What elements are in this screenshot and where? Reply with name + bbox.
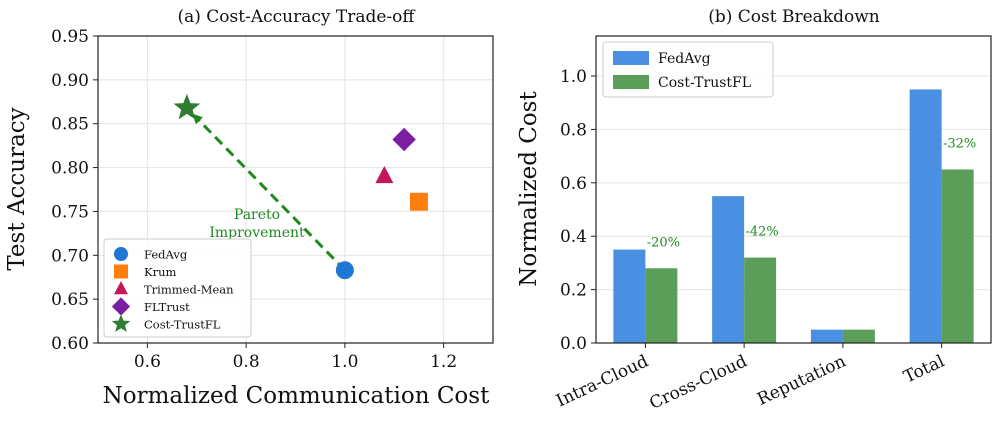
panel-a-y-tick-label: 0.65 [51, 290, 89, 310]
bar-fedavg-reputation [810, 329, 843, 343]
panel-b-bar-labels: -20% -42% -32% [647, 136, 977, 250]
point-cost-trustfl [173, 93, 201, 120]
bar-fedavg-intra-cloud [613, 249, 646, 343]
legend-swatch-fedavg [613, 51, 649, 65]
panel-b-y-tick-label: 0.6 [560, 174, 587, 194]
point-krum [409, 192, 428, 211]
panel-a-x-tick-label: 0.6 [134, 352, 161, 372]
legend-marker-fltrust [111, 297, 131, 316]
legend-marker-trimmed-mean [114, 280, 128, 295]
panel-a-title: (a) Cost-Accuracy Trade-off [177, 7, 416, 27]
panel-b-y-tick-label: 0.4 [560, 227, 587, 247]
panel-b: (b) Cost Breakdown 0.0 0.2 0.4 0.6 0.8 1.0 -2… [516, 7, 992, 414]
panel-b-legend: FedAvg Cost-TrustFL [602, 41, 774, 98]
panel-b-y-tick-label: 0.8 [560, 120, 587, 140]
legend-marker-cost-trustfl [111, 314, 131, 332]
panel-b-y-label: Normalized Cost [516, 91, 542, 287]
legend-label-fltrust: FLTrust [144, 300, 190, 314]
bar-cost-trustfl-total [941, 169, 974, 343]
panel-b-y-tick-label: 0.2 [560, 281, 587, 301]
panel-a-legend: FedAvg Krum Trimmed-Mean FLTrust Cost-TrustF… [103, 238, 252, 338]
legend-label-cost-trustfl: Cost-TrustFL [144, 318, 221, 332]
pareto-annotation-line-1: Pareto [234, 207, 280, 223]
point-fltrust [392, 127, 416, 152]
legend-swatch-cost-trustfl [613, 75, 649, 89]
panel-b-x-tick-label: Intra-Cloud [553, 351, 651, 411]
bar-reduction-label: -42% [745, 225, 778, 240]
legend-label-fedavg: FedAvg [658, 51, 711, 67]
bar-cost-trustfl-reputation [842, 329, 875, 343]
panel-a-y-tick-label: 0.85 [51, 115, 89, 135]
bar-reduction-label: -20% [647, 235, 680, 250]
panel-a-x-tick-label: 1.0 [331, 352, 358, 372]
panel-b-y-ticks: 0.0 0.2 0.4 0.6 0.8 1.0 [560, 67, 596, 354]
panel-a-x-tick-label: 0.8 [233, 352, 260, 372]
panel-a-x-label: Normalized Communication Cost [103, 383, 490, 409]
legend-label-krum: Krum [144, 265, 176, 279]
bar-cost-trustfl-cross-cloud [744, 257, 777, 343]
legend-marker-fedavg [114, 247, 128, 261]
panel-a-x-ticks: 0.6 0.8 1.0 1.2 [134, 343, 457, 372]
panel-a: (a) Cost-Accuracy Trade-off 0.60 0.65 0.70… [4, 7, 494, 409]
panel-a-y-tick-label: 0.95 [51, 27, 89, 47]
panel-b-x-tick-label: Total [901, 351, 948, 387]
panel-a-y-tick-label: 0.70 [51, 246, 89, 266]
panel-b-bars [613, 89, 974, 344]
point-trimmed-mean [375, 165, 394, 184]
bar-fedavg-total [909, 89, 942, 344]
point-fedavg [335, 261, 354, 280]
pareto-arrow [192, 113, 346, 272]
panel-a-y-label: Test Accuracy [4, 107, 30, 270]
panel-a-frame [97, 35, 494, 344]
bar-reduction-label: -32% [943, 136, 976, 151]
legend-label-cost-trustfl: Cost-TrustFL [658, 75, 751, 91]
panel-b-frame [595, 35, 992, 344]
panel-b-title: (b) Cost Breakdown [708, 7, 880, 27]
panel-a-x-tick-label: 1.2 [430, 352, 457, 372]
bar-cost-trustfl-intra-cloud [645, 268, 678, 343]
panel-a-points [173, 93, 428, 280]
legend-marker-krum [114, 264, 128, 279]
panel-a-y-tick-label: 0.90 [51, 71, 89, 91]
pareto-arrow-line [192, 113, 346, 272]
panel-a-y-tick-label: 0.60 [51, 334, 89, 354]
pareto-annotation-line-2: Improvement [209, 225, 305, 241]
panel-b-y-tick-label: 1.0 [560, 67, 587, 87]
legend-label-trimmed-mean: Trimmed-Mean [144, 283, 234, 297]
panel-a-y-tick-label: 0.75 [51, 202, 89, 222]
legend-label-fedavg: FedAvg [144, 248, 188, 262]
panel-a-y-tick-label: 0.80 [51, 159, 89, 179]
panel-a-legend-box [103, 238, 252, 338]
panel-b-y-tick-label: 0.0 [560, 334, 587, 354]
panel-a-y-ticks: 0.60 0.65 0.70 0.75 0.80 0.85 0.90 0.95 [51, 27, 98, 354]
panel-b-x-tick-label: Reputation [754, 351, 849, 409]
bar-fedavg-cross-cloud [712, 196, 745, 343]
panel-b-x-tick-label: Cross-Cloud [647, 351, 751, 414]
